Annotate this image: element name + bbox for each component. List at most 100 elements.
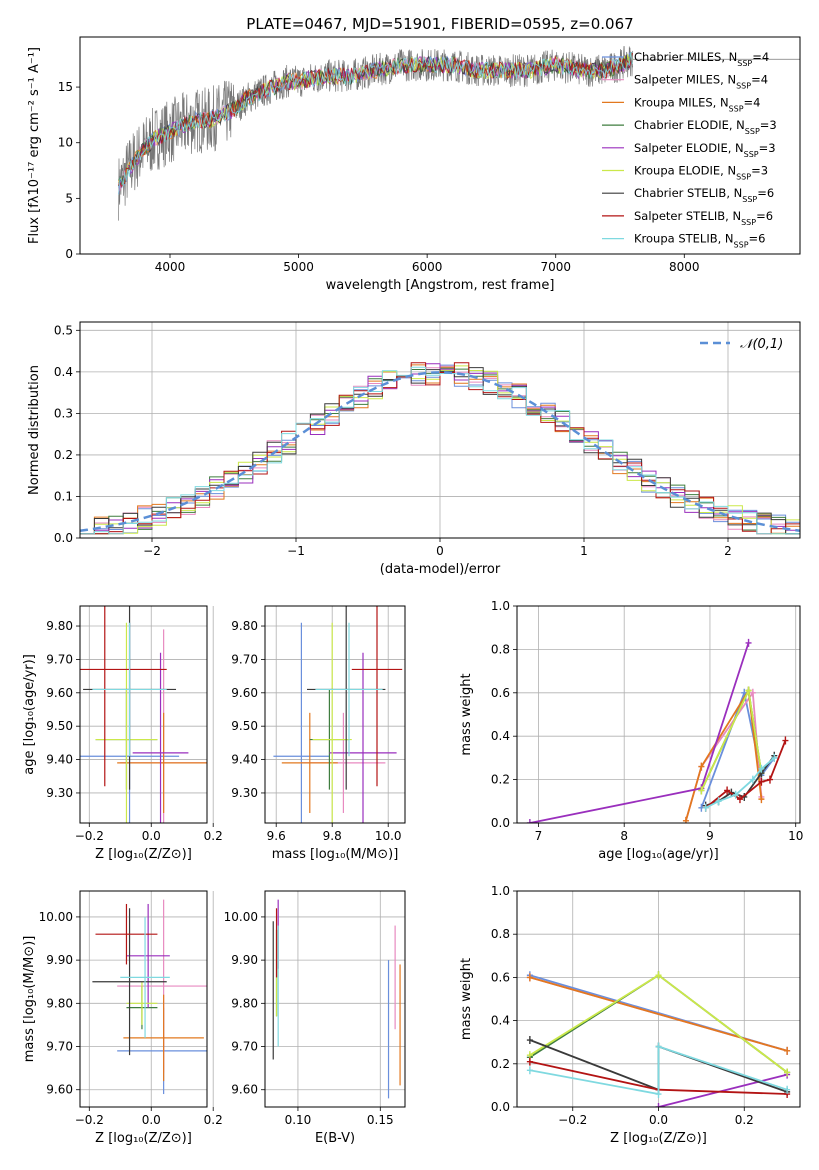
y-tick-label: 9.80 xyxy=(231,996,258,1010)
legend-entry-value: =4 xyxy=(744,95,761,109)
weight-point-marker xyxy=(655,1042,662,1051)
legend-entry-value: =4 xyxy=(752,50,769,64)
x-axis-label: E(B-V) xyxy=(315,1131,355,1146)
y-tick-label: 9.80 xyxy=(46,996,73,1010)
y-axis-label: mass [log₁₀(M/M⊙)] xyxy=(22,936,37,1063)
weight-point-marker xyxy=(758,777,765,786)
y-tick-label: 15 xyxy=(58,80,73,94)
y-tick-label: 0.2 xyxy=(54,448,73,462)
y-tick-label: 9.80 xyxy=(231,619,258,633)
legend-entry-text: 𝒩(0,1) xyxy=(740,337,783,352)
legend-entry-value: =6 xyxy=(756,209,773,223)
weight-point-marker xyxy=(526,819,533,823)
weight-point-marker xyxy=(655,971,662,980)
axes-frame xyxy=(264,605,406,824)
plot-area xyxy=(92,899,207,1095)
weight-point-marker xyxy=(526,1057,533,1066)
plot-area xyxy=(272,899,401,1099)
y-tick-label: 1.0 xyxy=(491,884,510,898)
y-tick-label: 9.70 xyxy=(231,652,258,666)
weight-series-line xyxy=(529,1045,788,1096)
x-axis-label: Z [log₁₀(Z/Z⊙)] xyxy=(95,847,192,862)
y-tick-label: 0.6 xyxy=(491,970,510,984)
weight-point-marker xyxy=(682,816,689,823)
legend-entry-value: =4 xyxy=(751,73,768,87)
x-tick-label: 1 xyxy=(580,544,588,558)
legend-entry-value: =3 xyxy=(759,141,776,155)
x-tick-label: 0.2 xyxy=(735,1113,754,1127)
weight-series-line xyxy=(658,1073,788,1107)
panel-mass_vs_Z: −0.2 0.0 0.2 9.60 9.70 9.80 9.90 10.00 Z [log₁₀(… xyxy=(22,890,223,1146)
weight-point-marker xyxy=(749,688,756,697)
weight-series-line xyxy=(529,976,788,1052)
y-tick-label: 0.1 xyxy=(54,489,73,503)
legend-entry-text: Salpeter ELODIE, NSSP=3 xyxy=(634,141,776,159)
panel-residuals: −2 −1 0 1 2 0.0 0.1 0.2 0.3 0.4 0.5 𝒩(0,1) (data-mod… xyxy=(27,321,801,577)
y-tick-label: 9.80 xyxy=(46,619,73,633)
y-tick-label: 0.4 xyxy=(491,729,510,743)
x-tick-label: 9 xyxy=(706,829,714,843)
x-tick-label: −2 xyxy=(143,544,161,558)
x-tick-label: 0.0 xyxy=(142,829,161,843)
y-tick-label: 9.70 xyxy=(231,1040,258,1054)
legend-entry-subscript: SSP xyxy=(741,217,756,226)
model-spectrum-line xyxy=(118,55,633,191)
weight-point-marker xyxy=(749,775,756,784)
plot-area xyxy=(273,606,403,823)
plot-area xyxy=(526,971,791,1107)
y-tick-label: 9.60 xyxy=(46,1083,73,1097)
y-axis-label: age [log₁₀(age/yr)] xyxy=(22,654,37,775)
residual-histogram xyxy=(80,367,800,535)
weight-series-line xyxy=(529,642,750,823)
weight-point-marker xyxy=(782,736,789,745)
axes-frame xyxy=(79,321,801,539)
x-tick-label: 7 xyxy=(535,829,543,843)
plot-area xyxy=(80,362,800,535)
legend-entry-subscript: SSP xyxy=(744,149,759,158)
legend-entry-text: Chabrier MILES, NSSP=4 xyxy=(634,50,769,68)
y-tick-label: 0.2 xyxy=(491,1057,510,1071)
axes-frame xyxy=(79,605,208,824)
legend-entry-text: Chabrier STELIB, NSSP=6 xyxy=(634,186,774,204)
y-tick-label: 9.40 xyxy=(46,753,73,767)
x-tick-label: −1 xyxy=(287,544,305,558)
legend-entry-subscript: SSP xyxy=(729,104,744,113)
weight-series-line xyxy=(705,757,775,809)
y-tick-label: 0 xyxy=(65,247,73,261)
weight-point-marker xyxy=(758,795,765,804)
weight-point-marker xyxy=(736,795,743,804)
x-axis-label: mass [log₁₀(M/M⊙)] xyxy=(272,847,399,862)
legend-entry-subscript: SSP xyxy=(736,172,751,181)
y-tick-label: 0.4 xyxy=(491,1014,510,1028)
y-tick-label: 0.8 xyxy=(491,927,510,941)
panel-mass_vs_ebv: 0.10 0.15 9.60 9.70 9.80 9.90 10.00 E(B-V) xyxy=(224,890,406,1146)
weight-point-marker xyxy=(526,1036,533,1045)
weight-series-line xyxy=(685,690,763,822)
weight-point-marker xyxy=(655,1103,662,1107)
y-tick-label: 9.90 xyxy=(231,953,258,967)
y-tick-label: 9.30 xyxy=(46,786,73,800)
y-tick-label: 5 xyxy=(65,191,73,205)
axes-frame xyxy=(264,890,406,1108)
y-tick-label: 0.0 xyxy=(54,531,73,545)
weight-point-marker xyxy=(526,1066,533,1075)
y-tick-label: 1.0 xyxy=(491,599,510,613)
residual-histogram xyxy=(80,366,800,535)
legend-entry-value: =6 xyxy=(757,186,774,200)
panel-age_vs_Z: −0.2 0.0 0.2 9.30 9.40 9.50 9.60 9.70 9.80 Z [log… xyxy=(22,605,223,862)
weight-point-marker xyxy=(784,1068,791,1077)
y-tick-label: 9.60 xyxy=(231,686,258,700)
plot-area xyxy=(526,638,789,823)
x-tick-label: 0.15 xyxy=(367,1113,394,1127)
y-tick-label: 9.50 xyxy=(231,719,258,733)
x-tick-label: 0.2 xyxy=(204,829,223,843)
weight-point-marker xyxy=(758,764,765,773)
weight-point-marker xyxy=(724,786,731,795)
legend-entry-subscript: SSP xyxy=(736,81,751,90)
weight-series-line xyxy=(700,687,763,791)
legend-entry-value: =3 xyxy=(760,118,777,132)
residual-histogram xyxy=(80,363,800,535)
legend-entry-text: Salpeter MILES, NSSP=4 xyxy=(634,73,768,91)
y-tick-label: 9.90 xyxy=(46,953,73,967)
x-axis-label: wavelength [Angstrom, rest frame] xyxy=(326,278,555,293)
